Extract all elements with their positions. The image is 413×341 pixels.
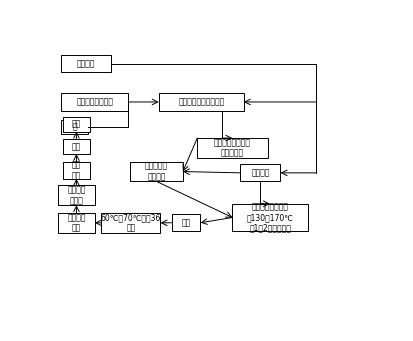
Text: 出厂: 出厂 — [72, 120, 81, 129]
Text: 聚酯薄膜: 聚酯薄膜 — [77, 59, 95, 69]
FancyBboxPatch shape — [63, 117, 90, 132]
FancyBboxPatch shape — [63, 162, 90, 179]
Text: 成品: 成品 — [72, 142, 81, 151]
FancyBboxPatch shape — [58, 186, 95, 205]
Text: 高温真空烘干工艺
（130－170℃
负1－2个大气压）: 高温真空烘干工艺 （130－170℃ 负1－2个大气压） — [247, 203, 294, 233]
Text: 水: 水 — [73, 122, 77, 131]
Text: 智能化微机控制高
压喷枪喷涂: 智能化微机控制高 压喷枪喷涂 — [214, 138, 251, 158]
FancyBboxPatch shape — [61, 55, 111, 72]
FancyBboxPatch shape — [58, 213, 95, 233]
FancyBboxPatch shape — [130, 162, 183, 181]
Text: 收卷: 收卷 — [181, 218, 191, 227]
FancyBboxPatch shape — [101, 213, 160, 233]
Text: 聚合反应: 聚合反应 — [251, 168, 270, 177]
FancyBboxPatch shape — [159, 93, 244, 110]
Text: 产品性能
检测: 产品性能 检测 — [67, 213, 85, 233]
FancyBboxPatch shape — [63, 139, 90, 154]
Text: 透明液态磷一氮阻燃液: 透明液态磷一氮阻燃液 — [178, 98, 224, 106]
Text: 光电分切
机分切: 光电分切 机分切 — [67, 186, 85, 205]
FancyBboxPatch shape — [233, 204, 308, 231]
Text: 纳米级磷一氮固体: 纳米级磷一氮固体 — [76, 98, 113, 106]
FancyBboxPatch shape — [240, 164, 280, 181]
FancyBboxPatch shape — [172, 214, 200, 231]
FancyBboxPatch shape — [197, 138, 268, 158]
FancyBboxPatch shape — [61, 120, 88, 134]
FancyBboxPatch shape — [61, 93, 128, 110]
Text: 智能一体化
控制系统: 智能一体化 控制系统 — [145, 162, 168, 181]
Text: 60℃－70℃恒温36
小时: 60℃－70℃恒温36 小时 — [101, 213, 161, 233]
Text: 真空
包装: 真空 包装 — [72, 161, 81, 180]
